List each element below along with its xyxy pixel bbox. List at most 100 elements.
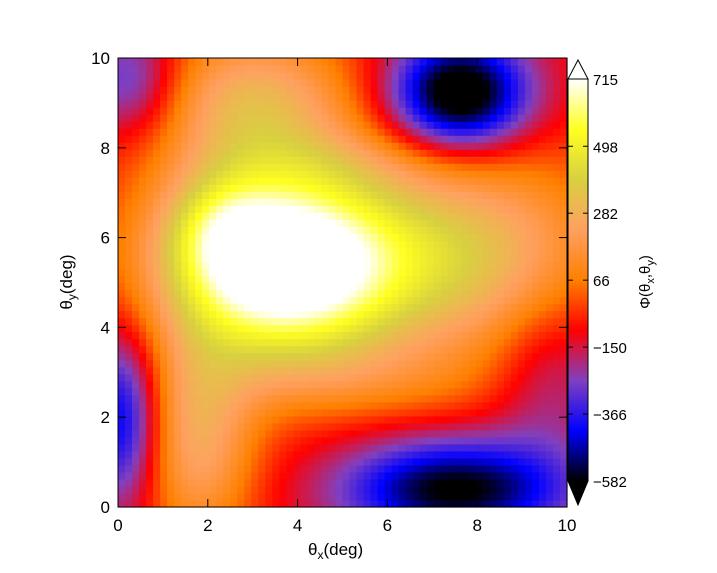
heatmap-cells xyxy=(118,58,568,508)
heatmap-cell xyxy=(349,247,358,256)
heatmap-cell xyxy=(195,429,203,438)
heatmap-cell xyxy=(468,72,477,80)
heatmap-cell xyxy=(461,268,470,277)
heatmap-cell xyxy=(160,212,168,220)
heatmap-cell xyxy=(440,226,449,234)
heatmap-cell xyxy=(468,408,477,417)
heatmap-cell xyxy=(440,198,449,206)
heatmap-cell xyxy=(118,275,126,284)
heatmap-cell xyxy=(433,401,442,410)
heatmap-cell xyxy=(524,107,533,115)
heatmap-cell xyxy=(447,261,456,270)
heatmap-cell xyxy=(195,58,203,66)
heatmap-cell xyxy=(363,317,372,326)
heatmap-cell xyxy=(433,100,442,108)
heatmap-cell xyxy=(356,226,365,234)
heatmap-cell xyxy=(482,310,491,319)
heatmap-cell xyxy=(265,219,273,227)
heatmap-cell xyxy=(321,114,330,122)
heatmap-cell xyxy=(405,184,414,192)
heatmap-cell xyxy=(209,450,217,459)
heatmap-cell xyxy=(258,163,266,171)
heatmap-cell xyxy=(468,233,477,242)
heatmap-cell xyxy=(202,275,210,284)
heatmap-cell xyxy=(188,464,196,473)
heatmap-cell xyxy=(265,338,273,347)
heatmap-cell xyxy=(377,345,386,354)
heatmap-cell xyxy=(440,184,449,192)
heatmap-cell xyxy=(384,163,393,171)
heatmap-cell xyxy=(237,261,245,270)
heatmap-cell xyxy=(531,240,540,249)
heatmap-cell xyxy=(349,338,358,347)
heatmap-cell xyxy=(195,366,203,375)
heatmap-cell xyxy=(461,191,470,199)
heatmap-cell xyxy=(174,359,182,368)
heatmap-cell xyxy=(440,58,449,66)
heatmap-cell xyxy=(251,240,259,249)
heatmap-cell xyxy=(405,79,414,87)
heatmap-cell xyxy=(195,408,203,417)
heatmap-cell xyxy=(545,261,554,270)
heatmap-cell xyxy=(482,317,491,326)
heatmap-cell xyxy=(258,450,266,459)
heatmap-cell xyxy=(160,310,168,319)
heatmap-cell xyxy=(265,289,273,298)
heatmap-cell xyxy=(384,219,393,227)
heatmap-cell xyxy=(216,282,224,291)
heatmap-cell xyxy=(181,478,189,487)
heatmap-cell xyxy=(167,184,175,192)
heatmap-cell xyxy=(118,79,126,87)
heatmap-cell xyxy=(244,394,252,403)
heatmap-cell xyxy=(524,275,533,284)
heatmap-cell xyxy=(433,324,442,333)
heatmap-cell xyxy=(286,177,294,185)
heatmap-cell xyxy=(286,338,294,347)
heatmap-cell xyxy=(328,310,337,319)
heatmap-cell xyxy=(496,408,505,417)
heatmap-cell xyxy=(209,163,217,171)
heatmap-cell xyxy=(426,128,435,136)
heatmap-cell xyxy=(517,296,526,305)
heatmap-cell xyxy=(132,240,140,249)
heatmap-cell xyxy=(552,79,561,87)
heatmap-cell xyxy=(363,422,372,431)
heatmap-cell xyxy=(398,275,407,284)
heatmap-cell xyxy=(265,380,273,389)
heatmap-cell xyxy=(216,275,224,284)
heatmap-cell xyxy=(293,485,302,494)
heatmap-cell xyxy=(552,142,561,150)
heatmap-cell xyxy=(216,338,224,347)
heatmap-cell xyxy=(475,303,484,312)
heatmap-cell xyxy=(412,471,421,480)
heatmap-cell xyxy=(545,331,554,340)
heatmap-cell xyxy=(524,422,533,431)
heatmap-cell xyxy=(328,464,337,473)
heatmap-cell xyxy=(244,233,252,242)
heatmap-cell xyxy=(300,464,309,473)
heatmap-cell xyxy=(454,191,463,199)
heatmap-cell xyxy=(433,422,442,431)
heatmap-cell xyxy=(475,289,484,298)
heatmap-cell xyxy=(517,310,526,319)
heatmap-cell xyxy=(335,198,344,206)
heatmap-cell xyxy=(391,373,400,382)
heatmap-cell xyxy=(384,100,393,108)
heatmap-cell xyxy=(335,149,344,157)
heatmap-cell xyxy=(286,429,294,438)
heatmap-cell xyxy=(440,457,449,466)
heatmap-cell xyxy=(461,184,470,192)
heatmap-cell xyxy=(426,359,435,368)
heatmap-cell xyxy=(510,352,519,361)
heatmap-cell xyxy=(489,135,498,143)
heatmap-cell xyxy=(489,142,498,150)
heatmap-cell xyxy=(328,457,337,466)
heatmap-cell xyxy=(188,345,196,354)
heatmap-cell xyxy=(139,72,147,80)
heatmap-cell xyxy=(160,142,168,150)
heatmap-cell xyxy=(167,310,175,319)
heatmap-cell xyxy=(552,184,561,192)
heatmap-cell xyxy=(174,254,182,263)
heatmap-cell xyxy=(272,387,280,396)
heatmap-cell xyxy=(531,345,540,354)
